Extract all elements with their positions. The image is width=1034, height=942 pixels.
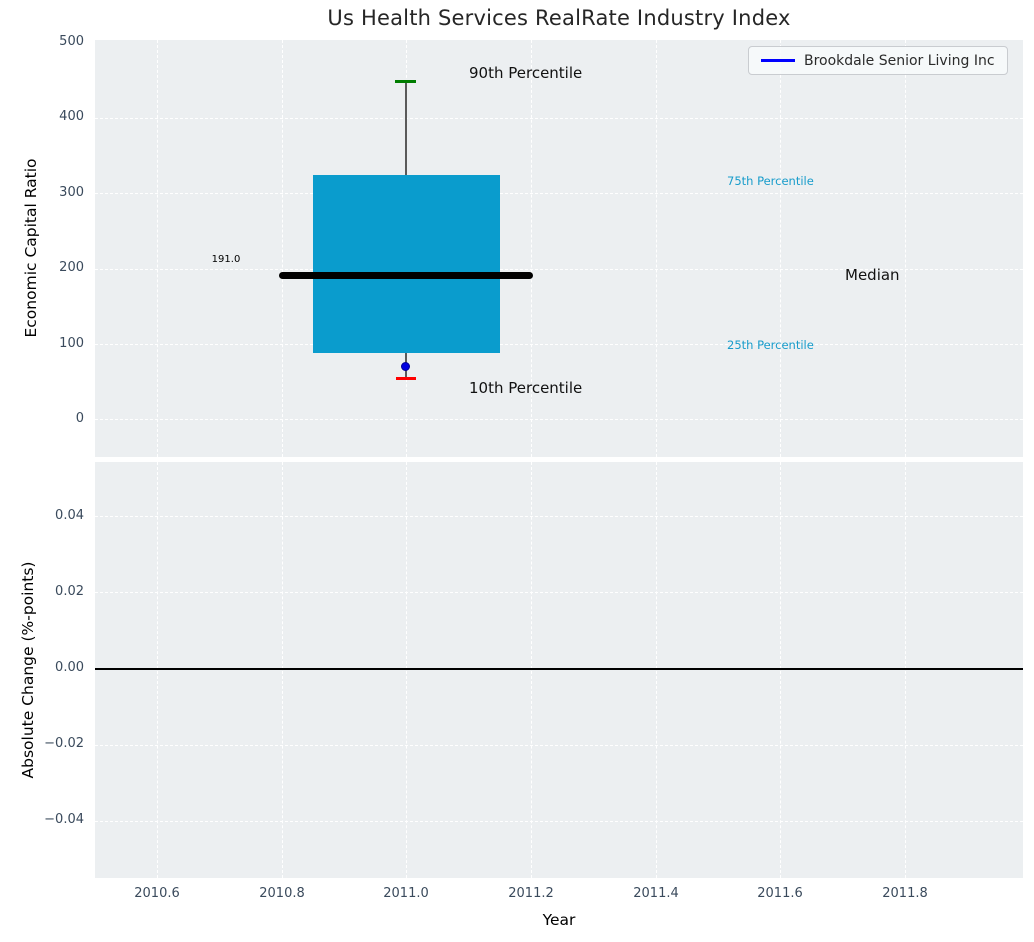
legend-line-sample [761, 59, 795, 62]
top-y-axis-label: Economic Capital Ratio [22, 158, 40, 338]
gridline [95, 745, 1023, 746]
x-tick: 2011.4 [633, 886, 679, 901]
gridline [531, 462, 532, 878]
gridline [282, 40, 283, 457]
x-tick: 2011.8 [882, 886, 928, 901]
gridline [95, 419, 1023, 420]
y-tick: 300 [59, 185, 84, 200]
company-data-point [401, 362, 410, 371]
legend-label: Brookdale Senior Living Inc [804, 52, 995, 69]
y-tick: −0.04 [44, 812, 84, 827]
p75-label: 75th Percentile [727, 174, 814, 188]
interquartile-box [313, 175, 500, 353]
p10-label: 10th Percentile [469, 379, 583, 397]
gridline [780, 462, 781, 878]
x-tick: 2011.2 [508, 886, 554, 901]
gridline [282, 462, 283, 878]
p10-cap [396, 377, 416, 380]
median-line [279, 272, 533, 279]
gridline [95, 821, 1023, 822]
gridline [531, 40, 532, 457]
y-tick: 0 [75, 411, 84, 426]
y-tick: −0.02 [44, 736, 84, 751]
gridline [905, 462, 906, 878]
gridline [95, 516, 1023, 517]
gridline [656, 40, 657, 457]
p90-cap [395, 80, 416, 83]
y-tick: 200 [59, 260, 84, 275]
p25-label: 25th Percentile [727, 338, 814, 352]
gridline [157, 40, 158, 457]
gridline [905, 40, 906, 457]
gridline [406, 462, 407, 878]
y-tick: 500 [59, 34, 84, 49]
x-tick: 2011.0 [383, 886, 429, 901]
chart-title: Us Health Services RealRate Industry Ind… [327, 6, 791, 30]
gridline [95, 193, 1023, 194]
legend: Brookdale Senior Living Inc [748, 46, 1008, 75]
gridline [95, 344, 1023, 345]
y-tick: 100 [59, 336, 84, 351]
y-tick: 400 [59, 109, 84, 124]
x-tick: 2011.6 [757, 886, 803, 901]
top-plot-area: 90th Percentile 75th Percentile Median 2… [95, 40, 1023, 457]
gridline [656, 462, 657, 878]
gridline [95, 269, 1023, 270]
y-tick: 0.02 [55, 584, 84, 599]
zero-reference-line [95, 668, 1023, 670]
gridline [95, 592, 1023, 593]
median-value-label: 191.0 [211, 254, 241, 265]
x-tick: 2010.6 [134, 886, 180, 901]
gridline [95, 118, 1023, 119]
gridline [780, 40, 781, 457]
x-axis-label: Year [542, 911, 576, 929]
y-tick: 0.00 [55, 660, 84, 675]
median-label: Median [845, 266, 900, 284]
y-tick: 0.04 [55, 508, 84, 523]
p90-label: 90th Percentile [469, 64, 583, 82]
gridline [157, 462, 158, 878]
bottom-y-axis-label: Absolute Change (%-points) [19, 561, 37, 779]
x-tick: 2010.8 [259, 886, 305, 901]
bottom-plot-area [95, 462, 1023, 878]
